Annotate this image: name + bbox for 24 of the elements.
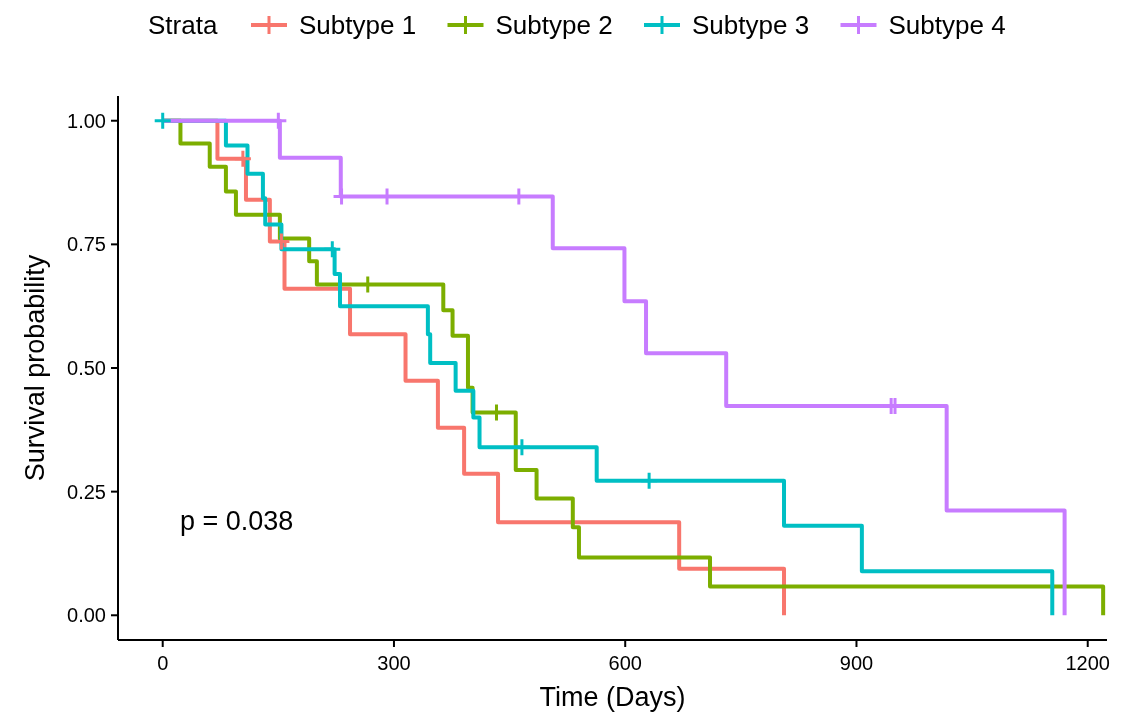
y-tick-label: 0.00 (67, 604, 106, 627)
point (322, 239, 342, 259)
point (639, 471, 659, 491)
x-axis-title: Time (Days) (539, 682, 686, 712)
y-tick-label: 0.25 (67, 480, 106, 503)
point (268, 111, 288, 131)
y-axis-title: Survival probability (20, 254, 50, 482)
annotation: p = 0.038 (180, 506, 294, 536)
legend-label: Subtype 2 (495, 10, 613, 40)
y-tick-label: 0.75 (67, 233, 106, 256)
legend-label: Subtype 1 (299, 10, 417, 40)
point (153, 111, 173, 131)
x-tick-label: 300 (377, 652, 411, 674)
x-tick-label: 600 (608, 652, 642, 674)
y-tick-label: 1.00 (67, 109, 106, 132)
legend-title: Strata (148, 10, 218, 40)
x-tick-label: 1200 (1065, 652, 1110, 674)
legend-label: Subtype 3 (692, 10, 810, 40)
point (233, 149, 253, 169)
point (512, 437, 532, 457)
x-tick-label: 900 (839, 652, 874, 674)
legend-label: Subtype 4 (888, 10, 1006, 40)
x-tick-label: 0 (157, 652, 169, 674)
y-tick-label: 0.50 (67, 357, 106, 379)
